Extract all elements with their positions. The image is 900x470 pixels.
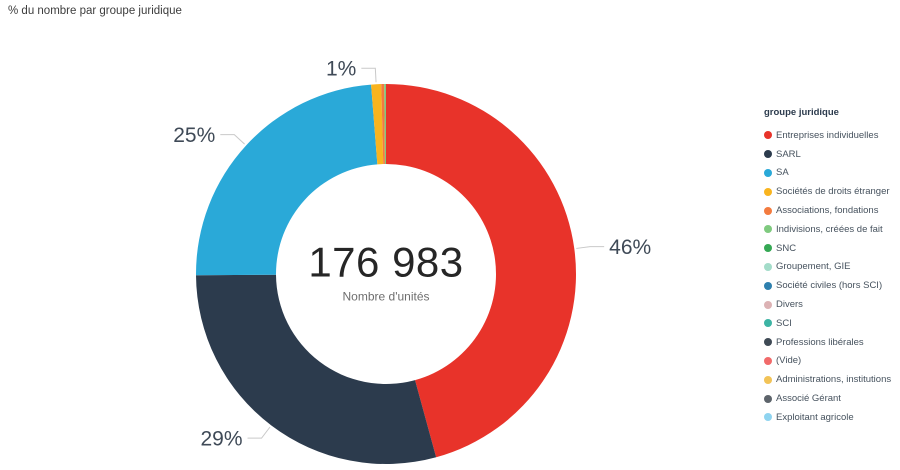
legend-item[interactable]: Exploitant agricole xyxy=(764,408,900,427)
legend-swatch-icon xyxy=(764,300,772,309)
legend-item[interactable]: SNC xyxy=(764,239,900,258)
legend-label: Indivisions, créées de fait xyxy=(776,223,883,235)
legend-swatch-icon xyxy=(764,338,772,347)
callout-line xyxy=(361,67,377,83)
legend-swatch-icon xyxy=(764,131,772,140)
legend-label: SCI xyxy=(776,317,792,329)
legend-item[interactable]: Groupement, GIE xyxy=(764,258,900,277)
legend-label: Entreprises individuelles xyxy=(776,129,879,141)
legend-item[interactable]: SCI xyxy=(764,314,900,333)
callout-line xyxy=(220,134,245,145)
legend-item[interactable]: Entreprises individuelles xyxy=(764,126,900,145)
legend-title: groupe juridique xyxy=(764,107,839,118)
legend-swatch-icon xyxy=(764,225,772,234)
donut-slice[interactable] xyxy=(196,274,437,464)
donut-slice[interactable] xyxy=(371,84,384,165)
legend-label: SNC xyxy=(776,242,797,254)
legend-item[interactable]: Divers xyxy=(764,295,900,314)
legend-item[interactable]: Indivisions, créées de fait xyxy=(764,220,900,239)
legend-label: SA xyxy=(776,167,789,179)
legend-label: Divers xyxy=(776,299,803,311)
legend-label: Exploitant agricole xyxy=(776,411,854,423)
donut-slice[interactable] xyxy=(381,84,385,165)
legend-item[interactable]: Associations, fondations xyxy=(764,201,900,220)
legend-swatch-icon xyxy=(764,206,772,215)
legend-item[interactable]: (Vide) xyxy=(764,352,900,371)
pct-label: 46% xyxy=(609,236,651,259)
callout-line xyxy=(247,426,271,439)
legend-swatch-icon xyxy=(764,375,772,384)
chart-title: % du nombre par groupe juridique xyxy=(8,5,182,17)
legend-item[interactable]: Associé Gérant xyxy=(764,389,900,408)
legend-swatch-icon xyxy=(764,168,772,177)
legend-item[interactable]: Administrations, institutions xyxy=(764,370,900,389)
legend-items: Entreprises individuelles SARL SA Sociétés … xyxy=(764,126,900,427)
legend-swatch-icon xyxy=(764,187,772,196)
pct-label: 25% xyxy=(173,124,215,147)
legend-label: SARL xyxy=(776,148,801,160)
legend-swatch-icon xyxy=(764,281,772,290)
legend-label: Sociétés de droits étranger xyxy=(776,186,890,198)
pct-label: 29% xyxy=(201,428,243,451)
legend-swatch-icon xyxy=(764,244,772,253)
donut-slice[interactable] xyxy=(384,84,386,165)
legend-swatch-icon xyxy=(764,413,772,422)
donut-slice[interactable] xyxy=(386,84,576,458)
legend-item[interactable]: SARL xyxy=(764,145,900,164)
legend-item[interactable]: Professions libérales xyxy=(764,333,900,352)
pct-label: 1% xyxy=(326,58,356,81)
donut-slice[interactable] xyxy=(196,84,378,276)
legend-label: Professions libérales xyxy=(776,336,864,348)
legend-item[interactable]: SA xyxy=(764,164,900,183)
callout-line xyxy=(576,246,605,249)
legend-label: Associé Gérant xyxy=(776,393,841,405)
legend-swatch-icon xyxy=(764,319,772,328)
legend-item[interactable]: Sociétés de droits étranger xyxy=(764,182,900,201)
legend: groupe juridique Entreprises individuell… xyxy=(764,107,900,427)
legend-label: Associations, fondations xyxy=(776,205,879,217)
legend-item[interactable]: Société civiles (hors SCI) xyxy=(764,276,900,295)
legend-label: Groupement, GIE xyxy=(776,261,851,273)
legend-swatch-icon xyxy=(764,394,772,403)
legend-swatch-icon xyxy=(764,262,772,271)
legend-label: Société civiles (hors SCI) xyxy=(776,280,883,292)
legend-label: Administrations, institutions xyxy=(776,374,892,386)
legend-swatch-icon xyxy=(764,150,772,159)
legend-swatch-icon xyxy=(764,356,772,365)
legend-label: (Vide) xyxy=(776,355,802,367)
